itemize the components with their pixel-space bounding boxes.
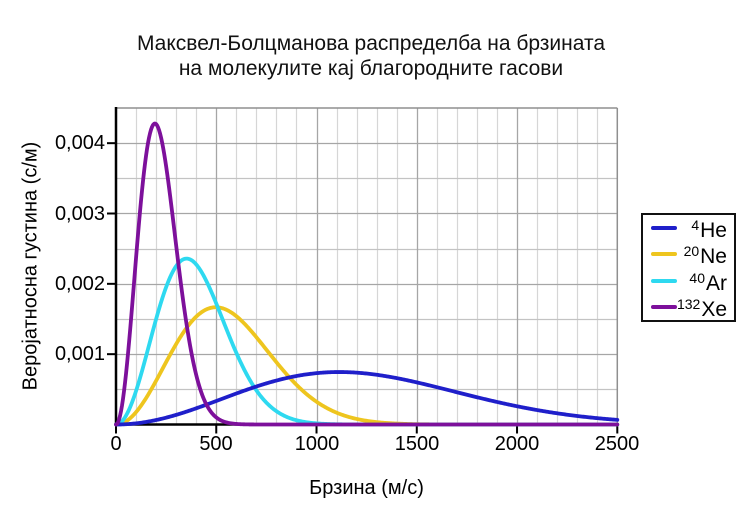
legend-symbol-xe: Xe <box>701 297 727 321</box>
legend-line-40ar <box>651 278 677 283</box>
legend-symbol-he: He <box>700 219 727 243</box>
legend-label-40ar: 40Ar <box>689 265 727 297</box>
legend-mass-number-xe: 132 <box>676 295 701 312</box>
legend-mass-number-he: 4 <box>691 217 700 234</box>
legend-line-132xe <box>651 304 677 309</box>
legend-item-4he: 4He <box>643 212 734 244</box>
legend-line-4he <box>651 226 677 231</box>
x-tick-label-500: 500 <box>199 433 233 455</box>
x-tick-label-0: 0 <box>110 433 122 455</box>
y-tick-label-0002: 0,002 <box>54 273 105 295</box>
legend-symbol-ar: Ar <box>706 271 727 295</box>
x-tick-label-2500: 2500 <box>594 433 640 455</box>
curve-20ne <box>114 305 620 427</box>
legend-mass-number-ar: 40 <box>689 269 705 286</box>
y-tick-label-0004: 0,004 <box>54 132 105 154</box>
legend-item-40ar: 40Ar <box>643 265 734 297</box>
legend-label-20ne: 20Ne <box>684 238 727 270</box>
x-axis-title: Брзина (м/с) <box>309 477 424 499</box>
y-tick-label-0003: 0,003 <box>54 203 105 225</box>
x-tick-label-2000: 2000 <box>494 433 540 455</box>
curve-4he <box>114 370 620 427</box>
legend-label-4he: 4He <box>691 212 727 244</box>
legend-line-20ne <box>651 252 677 257</box>
chart-title-line1: Максвел-Болцманова распределба на брзина… <box>136 32 606 55</box>
legend-item-20ne: 20Ne <box>643 238 734 270</box>
y-tick-label-0001: 0,001 <box>54 343 105 365</box>
x-tick-label-1500: 1500 <box>394 433 440 455</box>
legend-label-132xe: 132Xe <box>677 291 727 323</box>
legend-symbol-ne: Ne <box>700 245 727 269</box>
chart-title: Максвел-Болцманова распределба на брзина… <box>0 31 742 81</box>
legend-item-132xe: 132Xe <box>643 291 734 323</box>
legend: 4He 20Ne 40Ar 132Xe <box>641 213 736 322</box>
x-tick-label-1000: 1000 <box>294 433 340 455</box>
legend-mass-number-ne: 20 <box>683 243 700 260</box>
chart-title-line2: на молекулите кај благородните гасови <box>178 57 564 80</box>
curve-132xe <box>114 121 620 427</box>
